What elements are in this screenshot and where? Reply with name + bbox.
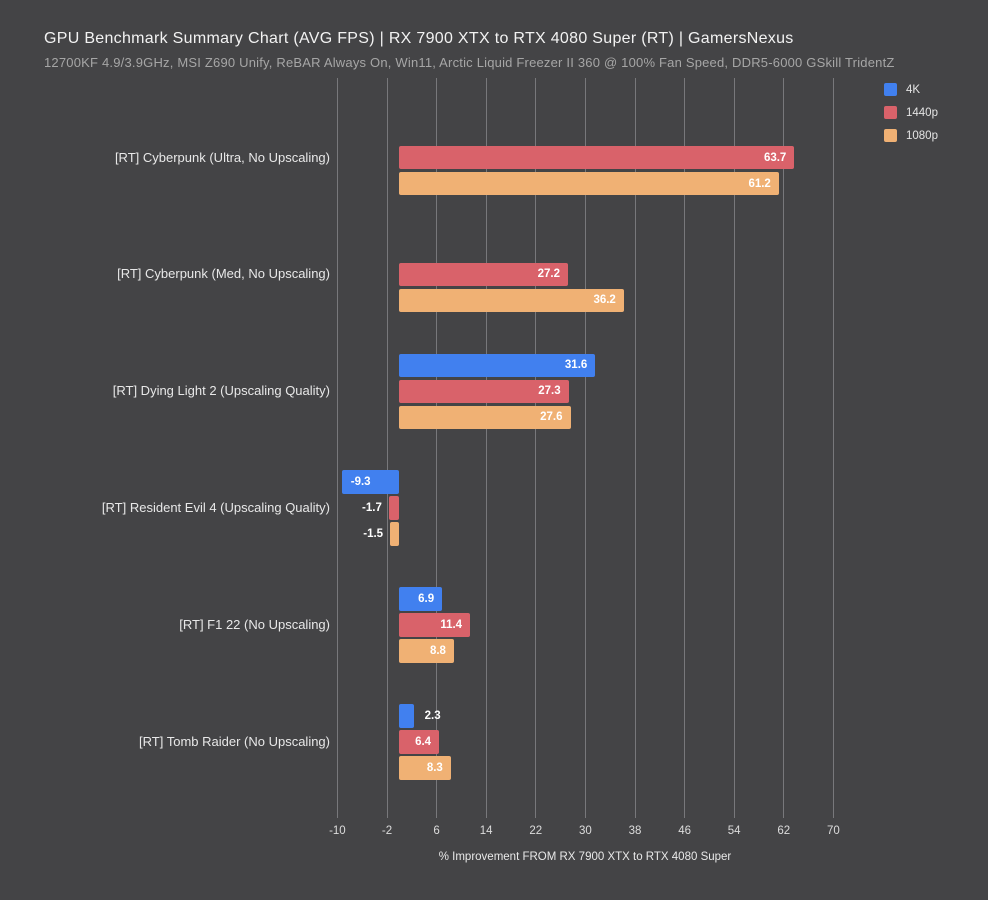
gridline <box>832 78 834 818</box>
gridline <box>584 78 586 818</box>
bar-value-label: 36.2 <box>593 294 616 307</box>
legend-item-1080p: 1080p <box>884 124 938 147</box>
bar-value-label: 27.3 <box>538 385 561 398</box>
x-tick-label: 22 <box>529 825 543 837</box>
legend-swatch-1080p-icon <box>884 129 897 142</box>
gridline <box>386 78 388 818</box>
legend-swatch-1440p-icon <box>884 106 897 119</box>
bar-value-label: 31.6 <box>564 359 588 372</box>
chart-subtitle: 12700KF 4.9/3.9GHz, MSI Z690 Unify, ReBA… <box>44 55 895 70</box>
bar-1440p-0 <box>399 145 795 170</box>
bar-value-label: 63.7 <box>763 151 787 164</box>
bar-1080p-3 <box>390 522 400 546</box>
bar-4k-2 <box>399 353 596 378</box>
x-tick-label: 54 <box>727 825 741 837</box>
legend-item-4k: 4K <box>884 78 938 101</box>
category-label: [RT] Dying Light 2 (Upscaling Quality) <box>112 383 330 399</box>
x-tick-label: 46 <box>678 825 691 837</box>
x-tick-label: 30 <box>578 825 592 837</box>
x-axis-label: % Improvement FROM RX 7900 XTX to RTX 40… <box>438 851 732 863</box>
bar-value-label: 27.6 <box>540 411 563 424</box>
bar-value-label: -1.5 <box>363 528 384 541</box>
bar-1080p-0 <box>399 171 779 196</box>
bar-1080p-1 <box>399 288 624 313</box>
gridline <box>634 78 636 818</box>
category-label: [RT] Tomb Raider (No Upscaling) <box>139 734 330 749</box>
legend-swatch-4k-icon <box>884 83 897 96</box>
x-tick-label: -2 <box>381 825 393 837</box>
bar-1440p-5 <box>399 730 440 754</box>
x-tick-label: 70 <box>826 825 840 837</box>
x-tick-label: 62 <box>777 825 791 837</box>
bar-1080p-2 <box>399 405 571 430</box>
gridline <box>684 78 686 818</box>
bar-value-label: 11.4 <box>440 619 463 632</box>
chart-title: GPU Benchmark Summary Chart (AVG FPS) | … <box>44 30 794 47</box>
legend-label-4k: 4K <box>906 83 921 96</box>
bar-1080p-4 <box>399 639 454 663</box>
gridline <box>485 78 487 818</box>
bar-value-label: 6.4 <box>415 736 432 748</box>
bar-1440p-2 <box>399 379 569 404</box>
gridline <box>336 78 338 818</box>
bar-4k-5 <box>399 704 414 728</box>
bar-4k-4 <box>399 587 443 611</box>
legend: 4K 1440p 1080p <box>884 78 938 147</box>
bar-value-label: 27.2 <box>537 268 561 281</box>
bar-value-label: 6.9 <box>418 593 435 606</box>
legend-label-1080p: 1080p <box>906 129 938 142</box>
legend-item-1440p: 1440p <box>884 101 938 124</box>
x-tick-label: -10 <box>329 825 346 837</box>
gridline <box>783 78 785 818</box>
bar-4k-3 <box>341 470 400 494</box>
x-tick-label: 14 <box>479 825 493 837</box>
category-label: [RT] Cyberpunk (Med, No Upscaling) <box>117 266 330 282</box>
bar-value-label: 61.2 <box>748 177 771 190</box>
x-tick-label: 38 <box>628 825 642 837</box>
bar-value-label: 8.8 <box>429 645 446 658</box>
category-label: [RT] F1 22 (No Upscaling) <box>179 617 330 633</box>
gridline <box>535 78 537 818</box>
bar-1080p-5 <box>399 756 451 780</box>
bar-value-label: 2.3 <box>424 710 441 722</box>
category-label: [RT] Resident Evil 4 (Upscaling Quality) <box>101 500 330 516</box>
bar-value-label: -1.7 <box>362 502 382 515</box>
gridline <box>733 78 735 818</box>
bar-1440p-1 <box>399 262 569 287</box>
gridline <box>436 78 438 818</box>
bar-1440p-4 <box>399 613 471 637</box>
category-label: [RT] Cyberpunk (Ultra, No Upscaling) <box>114 149 330 165</box>
bar-value-label: -9.3 <box>350 476 371 489</box>
bar-value-label: 8.3 <box>426 762 443 774</box>
bar-1440p-3 <box>388 496 400 520</box>
x-tick-label: 6 <box>433 825 440 837</box>
legend-label-1440p: 1440p <box>906 106 938 119</box>
